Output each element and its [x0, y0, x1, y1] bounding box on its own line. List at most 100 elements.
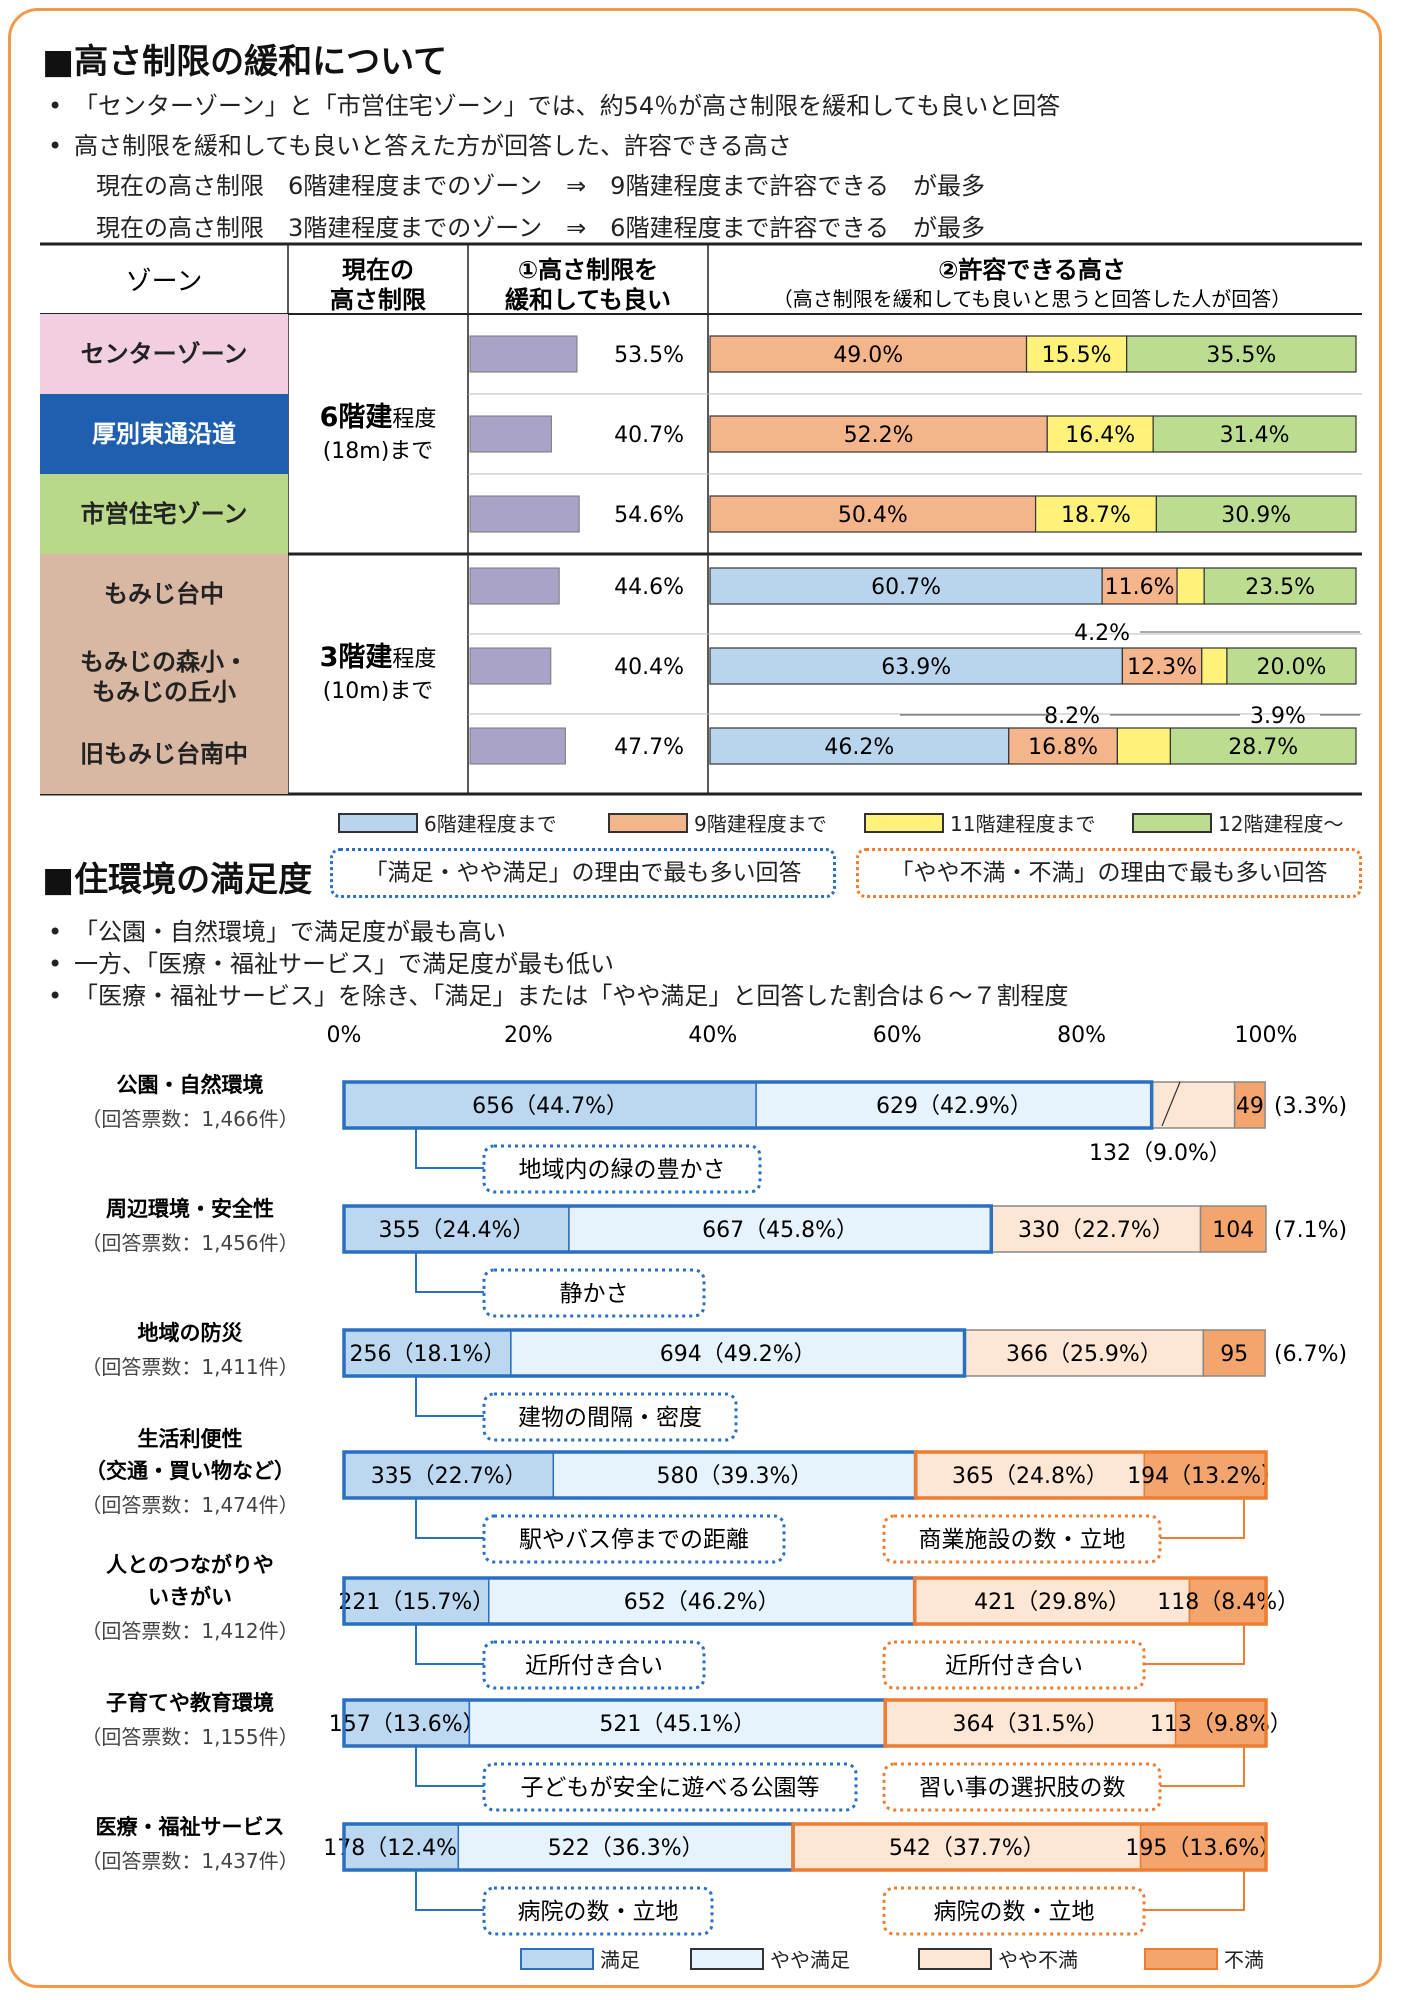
section1-bullet-2: • 高さ制限を緩和しても良いと答えた方が回答した、許容できる高さ — [48, 132, 792, 160]
x-tick-2: 40% — [688, 1023, 737, 1048]
sat-label-3-2: 365（24.8%） — [952, 1464, 1108, 1489]
response-count-5: （回答票数：1,155件） — [81, 1725, 298, 1749]
legend-fuman: 不満 — [1144, 1944, 1264, 1973]
legend-box-satisfied: 「満足・やや満足」の理由で最も多い回答 — [330, 848, 836, 898]
zone-label-4a: もみじの森小・ — [80, 648, 248, 676]
header-limit-1: 現在の — [342, 256, 414, 284]
allow-seg-3-0 — [709, 567, 1103, 605]
sat-outline-0 — [342, 1080, 1154, 1130]
sat-label-4-2: 421（29.8%） — [974, 1590, 1130, 1615]
sat-label-2-0: 256（18.1%） — [349, 1342, 505, 1367]
sat-connector-1 — [415, 1252, 484, 1293]
sat-label-5-0: 157（13.6%） — [329, 1712, 485, 1737]
unsat-connector-5 — [1160, 1746, 1245, 1787]
relax-label-5: 47.7% — [614, 735, 684, 760]
header-relax-1: ①高さ制限を — [518, 256, 658, 284]
sat-reason-3: 駅やバス停までの距離 — [519, 1527, 749, 1553]
limit-group-2: 3階建程度 — [320, 642, 437, 673]
sat-reason-5: 子どもが安全に遊べる公園等 — [521, 1775, 820, 1801]
allow-label-3-1: 11.6% — [1105, 575, 1175, 600]
relax-bar-4 — [469, 647, 552, 685]
allow-seg-0-2 — [1025, 335, 1128, 373]
relax-bar-2 — [469, 495, 580, 533]
legend-6f: 6階建程度まで — [338, 808, 557, 837]
allow-seg-3-3 — [1203, 567, 1357, 605]
zone-cell-2 — [40, 474, 288, 554]
page-frame — [8, 8, 1382, 1988]
legend-12f: 12階建程度～ — [1132, 808, 1343, 837]
section1-subline-2: 現在の高さ制限 3階建程度までのゾーン ⇒ 6階建程度まで許容できる が最多 — [96, 214, 985, 242]
allow-label-1-2: 16.4% — [1065, 423, 1135, 448]
sat-connector-5 — [415, 1746, 484, 1787]
allow-label-4-3: 20.0% — [1257, 655, 1327, 680]
response-count-0: （回答票数：1,466件） — [81, 1107, 298, 1131]
response-count-6: （回答票数：1,437件） — [81, 1849, 298, 1873]
header-limit-2: 高さ制限 — [330, 286, 426, 314]
callout-8-2: 8.2% — [1044, 704, 1100, 729]
relax-label-4: 40.4% — [614, 655, 684, 680]
allow-seg-1-3 — [1152, 415, 1357, 453]
sat-reason-box-0 — [482, 1144, 762, 1194]
section2-bullet-2: • 一方、「医療・福祉サービス」で満足度が最も低い — [48, 950, 614, 978]
relax-label-2: 54.6% — [614, 503, 684, 528]
legend-yaya-manzoku: やや満足 — [690, 1944, 850, 1973]
sat-label-6-3: 195（13.6%） — [1125, 1836, 1281, 1861]
allow-label-5-0: 46.2% — [824, 735, 894, 760]
category-label-5: 子育てや教育環境 — [106, 1691, 274, 1715]
unsat-outline-6 — [791, 1822, 1268, 1872]
sat-seg-6-2 — [792, 1823, 1142, 1871]
unsat-reason-3: 商業施設の数・立地 — [919, 1527, 1126, 1553]
sat-seg-5-1 — [468, 1699, 886, 1747]
limit-group-1: 6階建程度 — [320, 402, 437, 433]
sat-seg-1-2 — [990, 1205, 1202, 1253]
sat-label-0-3: 49 — [1236, 1094, 1264, 1119]
callout-4-2: 4.2% — [1074, 621, 1130, 646]
category-label-1: 周辺環境・安全性 — [106, 1197, 274, 1221]
allow-label-0-3: 35.5% — [1206, 343, 1276, 368]
x-tick-3: 60% — [873, 1023, 922, 1048]
allow-label-4-0: 63.9% — [881, 655, 951, 680]
allow-seg-5-1 — [1008, 727, 1118, 765]
zone-label-3: もみじ台中 — [104, 580, 224, 608]
zone-cell-0 — [40, 314, 288, 394]
relax-bar-0 — [469, 335, 578, 373]
category-label2-3: （交通・買い物など） — [85, 1459, 295, 1483]
sat-seg-6-1 — [457, 1823, 794, 1871]
sat-reason-2: 建物の間隔・密度 — [518, 1405, 702, 1431]
sat-label-0-0: 656（44.7%） — [472, 1094, 628, 1119]
sat-label-1-3: 104 — [1212, 1218, 1254, 1243]
zone-label-5: 旧もみじ台南中 — [80, 740, 248, 768]
legend-manzoku: 満足 — [520, 1944, 640, 1973]
allow-seg-3-2 — [1176, 567, 1205, 605]
relax-bar-5 — [469, 727, 566, 765]
response-count-2: （回答票数：1,411件） — [81, 1355, 298, 1379]
sat-label-5-1: 521（45.1%） — [599, 1712, 755, 1737]
sat-reason-1: 静かさ — [560, 1281, 629, 1307]
header-allow-sub: （高さ制限を緩和しても良いと思うと回答した人が回答） — [773, 287, 1291, 311]
sat-reason-6: 病院の数・立地 — [518, 1899, 679, 1925]
response-count-3: （回答票数：1,474件） — [81, 1493, 298, 1517]
zone-cell-4 — [40, 634, 288, 714]
unsat-outline-4 — [912, 1576, 1268, 1626]
outside-label-1: (7.1%) — [1274, 1218, 1347, 1243]
sat-label-6-0: 178（12.4%） — [323, 1836, 479, 1861]
x-tick-1: 20% — [504, 1023, 553, 1048]
allow-seg-4-2 — [1201, 647, 1228, 685]
sat-label-5-3: 113（9.8%） — [1150, 1712, 1292, 1737]
category-label-4: 人とのつながりや — [106, 1553, 274, 1577]
category-label2-4: いきがい — [148, 1585, 232, 1609]
sat-seg-6-3 — [1139, 1823, 1267, 1871]
sat-label-0-1: 629（42.9%） — [876, 1094, 1032, 1119]
x-tick-0: 0% — [327, 1023, 362, 1048]
category-label-6: 医療・福祉サービス — [96, 1815, 285, 1839]
sat-label-1-1: 667（45.8%） — [702, 1218, 858, 1243]
sat-label-4-1: 652（46.2%） — [624, 1590, 780, 1615]
zone-label-4b: もみじの丘小 — [92, 678, 236, 706]
sat-connector-3 — [415, 1498, 484, 1539]
relax-bar-1 — [469, 415, 552, 453]
allow-seg-4-3 — [1226, 647, 1357, 685]
allow-seg-0-3 — [1126, 335, 1357, 373]
allow-label-5-1: 16.8% — [1028, 735, 1098, 760]
sat-label-1-2: 330（22.7%） — [1018, 1218, 1174, 1243]
sat-connector-0 — [415, 1128, 484, 1169]
